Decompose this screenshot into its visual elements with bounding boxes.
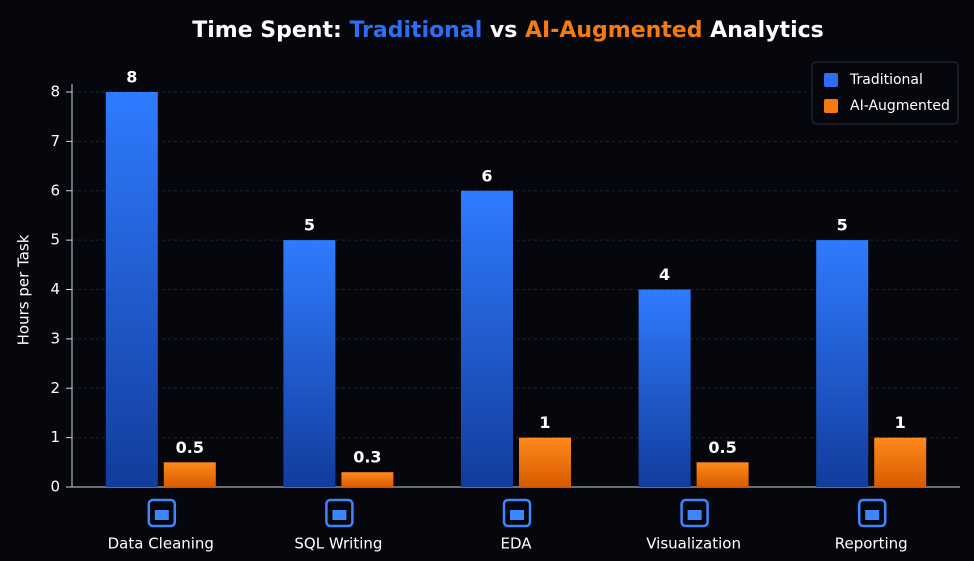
data-label: 0.3 (353, 448, 381, 467)
icon-detail (510, 510, 524, 520)
data-label: 0.5 (176, 438, 204, 457)
bar (461, 190, 513, 487)
data-label: 0.5 (708, 438, 736, 457)
data-label: 5 (837, 216, 848, 235)
bar (105, 92, 158, 487)
bar (163, 462, 216, 487)
bar (283, 240, 336, 487)
bar (696, 462, 749, 487)
bar (519, 437, 571, 487)
y-tick-label: 7 (50, 132, 60, 150)
y-tick-label: 1 (50, 428, 60, 446)
icon-frame (857, 498, 887, 528)
category-icon (680, 498, 709, 528)
x-tick-label: EDA (500, 535, 532, 553)
data-label: 5 (304, 216, 315, 235)
x-tick-label: Reporting (835, 535, 908, 553)
bar (341, 472, 394, 487)
icon-detail (332, 510, 347, 520)
chart-title: Time Spent: Traditional vs AI-Augmented … (192, 18, 824, 43)
y-tick-label: 3 (50, 329, 60, 347)
y-tick-label: 2 (50, 379, 60, 397)
bar (638, 289, 691, 487)
data-label: 8 (126, 68, 137, 87)
x-tick-label: Data Cleaning (108, 535, 214, 553)
category-icon (325, 498, 354, 528)
y-tick-label: 6 (50, 181, 60, 199)
y-axis-label: Hours per Task (15, 234, 33, 345)
icon-frame (325, 498, 354, 528)
icon-detail (687, 510, 702, 520)
data-label: 1 (895, 413, 906, 432)
x-tick-label: Visualization (646, 535, 741, 553)
legend-swatch (824, 73, 838, 87)
data-label: 6 (481, 166, 492, 185)
icon-frame (680, 498, 709, 528)
x-tick-label: SQL Writing (294, 535, 382, 553)
y-tick-label: 5 (50, 231, 60, 249)
y-tick-label: 0 (50, 478, 60, 496)
legend-label: AI-Augmented (850, 98, 950, 114)
y-tick-label: 8 (50, 83, 60, 101)
bar (874, 437, 927, 487)
legend-box (811, 61, 959, 125)
icon-detail (865, 510, 880, 520)
bar (816, 240, 869, 487)
data-label: 1 (539, 413, 550, 432)
icon-frame (502, 498, 532, 528)
legend-swatch (824, 99, 838, 113)
icon-detail (154, 510, 169, 520)
legend-label: Traditional (849, 72, 923, 88)
category-icon (147, 498, 177, 528)
data-label: 4 (659, 265, 670, 284)
y-tick-label: 4 (50, 280, 60, 298)
category-icon (502, 498, 532, 528)
icon-frame (147, 498, 177, 528)
category-icon (857, 498, 887, 528)
